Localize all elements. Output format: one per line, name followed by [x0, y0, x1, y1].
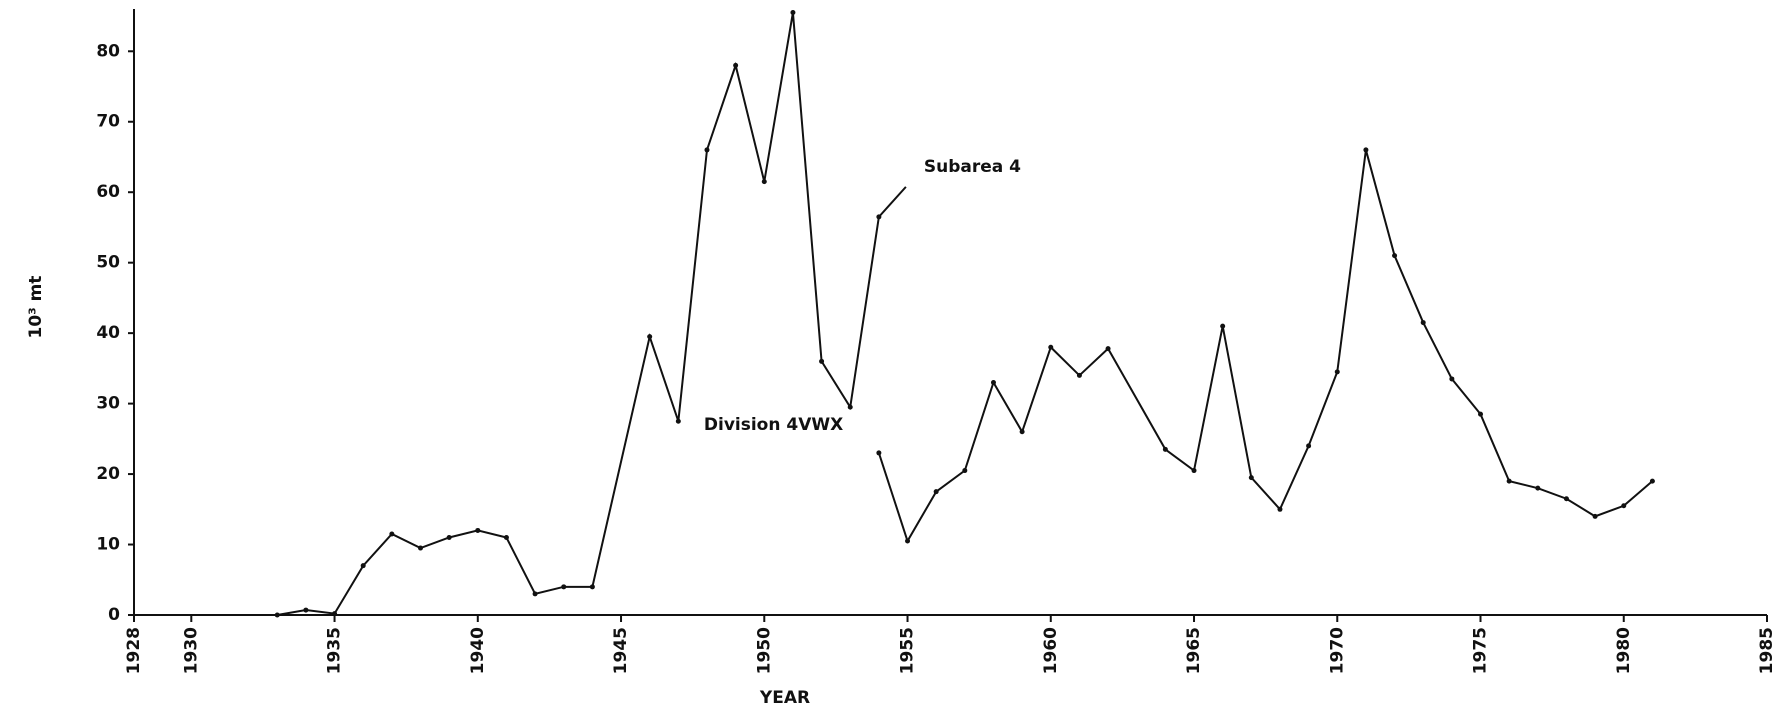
y-tick-label: 70: [96, 112, 120, 132]
data-point: [1478, 411, 1484, 417]
series-line: [877, 149, 1654, 544]
x-tick-label: 1928: [124, 627, 144, 674]
y-tick-label: 80: [96, 41, 120, 61]
data-point: [389, 531, 395, 537]
data-point: [847, 404, 853, 410]
data-point: [1363, 147, 1369, 153]
x-tick-label: 1935: [325, 627, 345, 674]
data-point: [1334, 369, 1340, 375]
x-tick-label: 1960: [1041, 627, 1061, 674]
y-axis-label: 10³ mt: [26, 276, 46, 339]
data-point: [1392, 253, 1398, 259]
data-point: [1162, 446, 1168, 452]
x-tick-label: 1965: [1184, 627, 1204, 674]
data-point: [1306, 443, 1312, 449]
y-tick-label: 30: [96, 394, 120, 414]
x-tick-label: 1970: [1327, 627, 1347, 674]
data-point: [1621, 503, 1627, 509]
data-point: [761, 179, 767, 185]
data-point: [1220, 323, 1226, 329]
data-point: [876, 450, 882, 456]
data-point: [1248, 475, 1254, 481]
data-point: [417, 545, 423, 551]
data-point: [905, 538, 911, 544]
data-point: [1076, 372, 1082, 378]
x-tick-label: 1985: [1757, 627, 1777, 674]
x-tick-label: 1950: [754, 627, 774, 674]
data-point: [274, 612, 280, 618]
x-tick-label: 1945: [611, 627, 631, 674]
data-point: [704, 147, 710, 153]
x-tick-label: 1975: [1471, 627, 1491, 674]
data-point: [561, 584, 567, 590]
series-label: Subarea 4: [924, 157, 1021, 177]
y-tick-label: 10: [96, 535, 120, 555]
data-point: [962, 468, 968, 474]
x-tick-label: 1940: [468, 627, 488, 674]
data-point: [990, 379, 996, 385]
data-point: [819, 358, 825, 364]
data-point: [1449, 376, 1455, 382]
data-point: [332, 611, 338, 617]
data-point: [446, 534, 452, 540]
data-point: [1105, 346, 1111, 352]
x-tick-label: 1980: [1614, 627, 1634, 674]
data-point: [1019, 429, 1025, 435]
data-point: [1048, 344, 1054, 350]
data-point: [647, 334, 653, 340]
y-tick-label: 20: [96, 464, 120, 484]
data-point: [475, 527, 481, 533]
series-label: Division 4VWX: [704, 415, 843, 435]
y-tick-label: 50: [96, 253, 120, 273]
data-point: [589, 584, 595, 590]
data-point: [733, 62, 739, 68]
x-axis-label: YEAR: [759, 688, 810, 708]
x-tick-label: 1955: [898, 627, 918, 674]
series-line: [277, 12, 880, 616]
x-tick-label: 1930: [181, 627, 201, 674]
data-point: [360, 563, 366, 569]
data-point: [675, 418, 681, 424]
data-point: [1191, 468, 1197, 474]
leader-line: [878, 186, 907, 218]
data-point: [1563, 496, 1569, 502]
data-point: [503, 534, 509, 540]
data-point: [1535, 485, 1541, 491]
data-point: [790, 10, 796, 16]
data-point: [1649, 478, 1655, 484]
y-tick-label: 0: [108, 605, 120, 625]
y-tick-label: 60: [96, 182, 120, 202]
data-point: [933, 489, 939, 495]
data-point: [1420, 320, 1426, 326]
y-tick-label: 40: [96, 323, 120, 343]
data-point: [1277, 506, 1283, 512]
data-point: [303, 607, 309, 613]
data-point: [1506, 478, 1512, 484]
data-point: [1592, 513, 1598, 519]
data-point: [532, 591, 538, 597]
